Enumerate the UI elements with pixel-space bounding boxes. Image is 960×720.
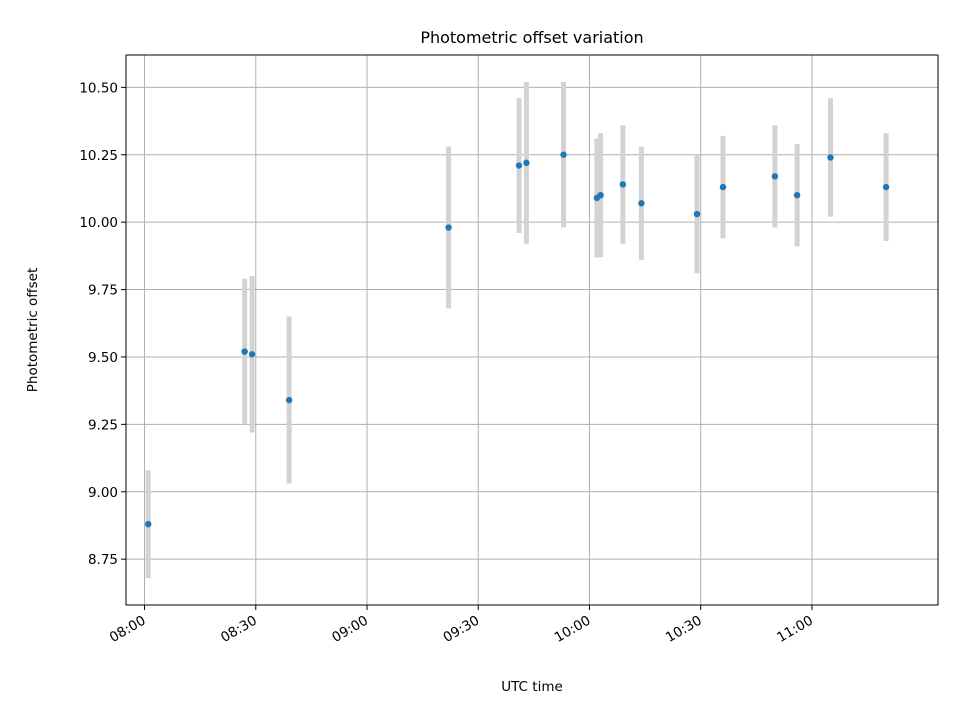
data-point (145, 520, 152, 528)
data-point (882, 183, 890, 191)
data-point (793, 191, 801, 199)
data-points (145, 151, 890, 528)
y-tick-label: 9.00 (88, 485, 118, 501)
data-point (445, 224, 452, 231)
y-tick-label: 9.75 (88, 283, 118, 299)
data-point (248, 351, 256, 358)
y-tick-label: 10.25 (79, 148, 118, 164)
y-axis-label: Photometric offset (25, 268, 41, 392)
data-point (241, 348, 248, 355)
data-point (771, 173, 779, 180)
y-tick-label: 9.50 (88, 350, 118, 366)
data-point (638, 200, 645, 207)
x-axis-label: UTC time (501, 679, 563, 695)
data-point (285, 396, 293, 404)
data-point (693, 210, 701, 218)
data-point (515, 162, 523, 169)
data-point (827, 154, 834, 161)
y-tick-label: 10.50 (79, 80, 118, 96)
data-point (560, 151, 567, 158)
data-point (523, 159, 530, 167)
y-tick-label: 10.00 (79, 215, 118, 231)
y-axis-ticks: 8.75 9.00 9.25 9.50 9.75 10.00 10.25 10.50 (79, 80, 126, 568)
y-tick-label: 9.25 (88, 417, 118, 433)
grid (126, 55, 938, 605)
plot-frame (125, 54, 939, 606)
data-point (619, 181, 627, 188)
data-point (597, 191, 604, 199)
y-tick-label: 8.75 (88, 552, 118, 568)
data-point (719, 183, 727, 191)
chart-title: Photometric offset variation (420, 28, 643, 47)
